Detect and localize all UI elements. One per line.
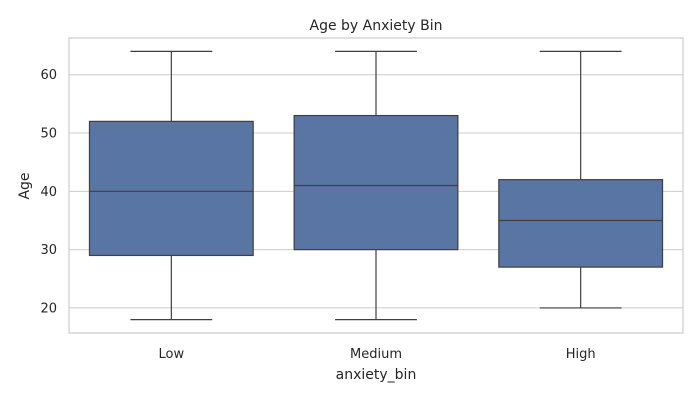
y-tick-label: 20 <box>40 301 57 316</box>
y-axis-label: Age <box>17 172 33 199</box>
box-group-low <box>88 50 254 321</box>
box-layer <box>88 50 664 321</box>
y-tick-labels: 20 30 40 50 60 <box>40 68 57 316</box>
y-tick-label: 40 <box>40 185 57 200</box>
x-tick-label: High <box>566 347 596 362</box>
plot-frame <box>68 37 684 334</box>
x-tick-labels: Low Medium High <box>159 347 596 362</box>
x-axis-label: anxiety_bin <box>336 367 417 383</box>
iqr-box <box>88 120 254 257</box>
box-group-high <box>498 50 664 309</box>
y-tick-label: 50 <box>40 127 57 142</box>
iqr-box <box>498 179 664 268</box>
x-tick-label: Low <box>159 347 185 362</box>
x-tick-label: Medium <box>350 347 402 362</box>
y-tick-label: 30 <box>40 243 57 258</box>
box-group-medium <box>293 50 459 321</box>
chart-title: Age by Anxiety Bin <box>310 18 443 34</box>
y-tick-label: 60 <box>40 68 57 83</box>
iqr-box <box>293 114 459 251</box>
